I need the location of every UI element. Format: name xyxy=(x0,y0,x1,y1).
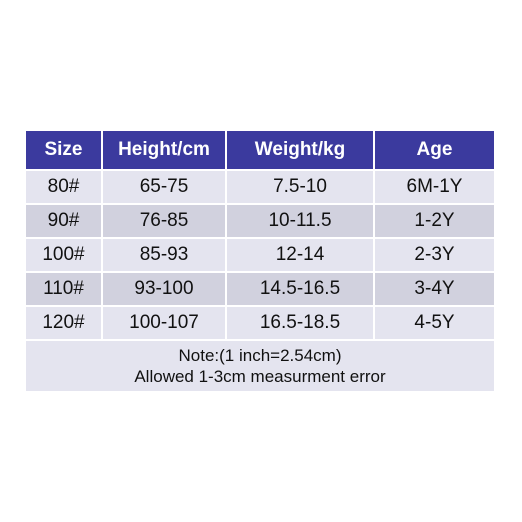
cell-weight: 7.5-10 xyxy=(226,170,375,205)
cell-weight: 14.5-16.5 xyxy=(226,272,375,307)
cell-height: 65-75 xyxy=(102,170,227,205)
cell-age: 3-4Y xyxy=(374,272,494,307)
note-cell: Note:(1 inch=2.54cm) Allowed 1-3cm measu… xyxy=(26,340,494,391)
header-weight: Weight/kg xyxy=(226,131,375,171)
table-row: 120# 100-107 16.5-18.5 4-5Y xyxy=(26,306,494,341)
table-row: 110# 93-100 14.5-16.5 3-4Y xyxy=(26,272,494,307)
cell-age: 1-2Y xyxy=(374,204,494,239)
cell-weight: 10-11.5 xyxy=(226,204,375,239)
cell-height: 85-93 xyxy=(102,238,227,273)
cell-age: 2-3Y xyxy=(374,238,494,273)
cell-weight: 12-14 xyxy=(226,238,375,273)
cell-height: 76-85 xyxy=(102,204,227,239)
cell-age: 6M-1Y xyxy=(374,170,494,205)
table-row: 90# 76-85 10-11.5 1-2Y xyxy=(26,204,494,239)
note-error: Allowed 1-3cm measurment error xyxy=(134,367,386,386)
size-chart-table: Size Height/cm Weight/kg Age 80# 65-75 7… xyxy=(26,131,494,391)
cell-size: 80# xyxy=(26,170,103,205)
table-header-row: Size Height/cm Weight/kg Age xyxy=(26,131,494,171)
note-row: Note:(1 inch=2.54cm) Allowed 1-3cm measu… xyxy=(26,340,494,391)
header-size: Size xyxy=(26,131,103,171)
table-row: 80# 65-75 7.5-10 6M-1Y xyxy=(26,170,494,205)
header-age: Age xyxy=(374,131,494,171)
cell-height: 100-107 xyxy=(102,306,227,341)
cell-age: 4-5Y xyxy=(374,306,494,341)
cell-size: 120# xyxy=(26,306,103,341)
header-height: Height/cm xyxy=(102,131,227,171)
cell-size: 100# xyxy=(26,238,103,273)
cell-height: 93-100 xyxy=(102,272,227,307)
cell-weight: 16.5-18.5 xyxy=(226,306,375,341)
cell-size: 110# xyxy=(26,272,103,307)
table-row: 100# 85-93 12-14 2-3Y xyxy=(26,238,494,273)
cell-size: 90# xyxy=(26,204,103,239)
note-conversion: Note:(1 inch=2.54cm) xyxy=(178,346,342,365)
